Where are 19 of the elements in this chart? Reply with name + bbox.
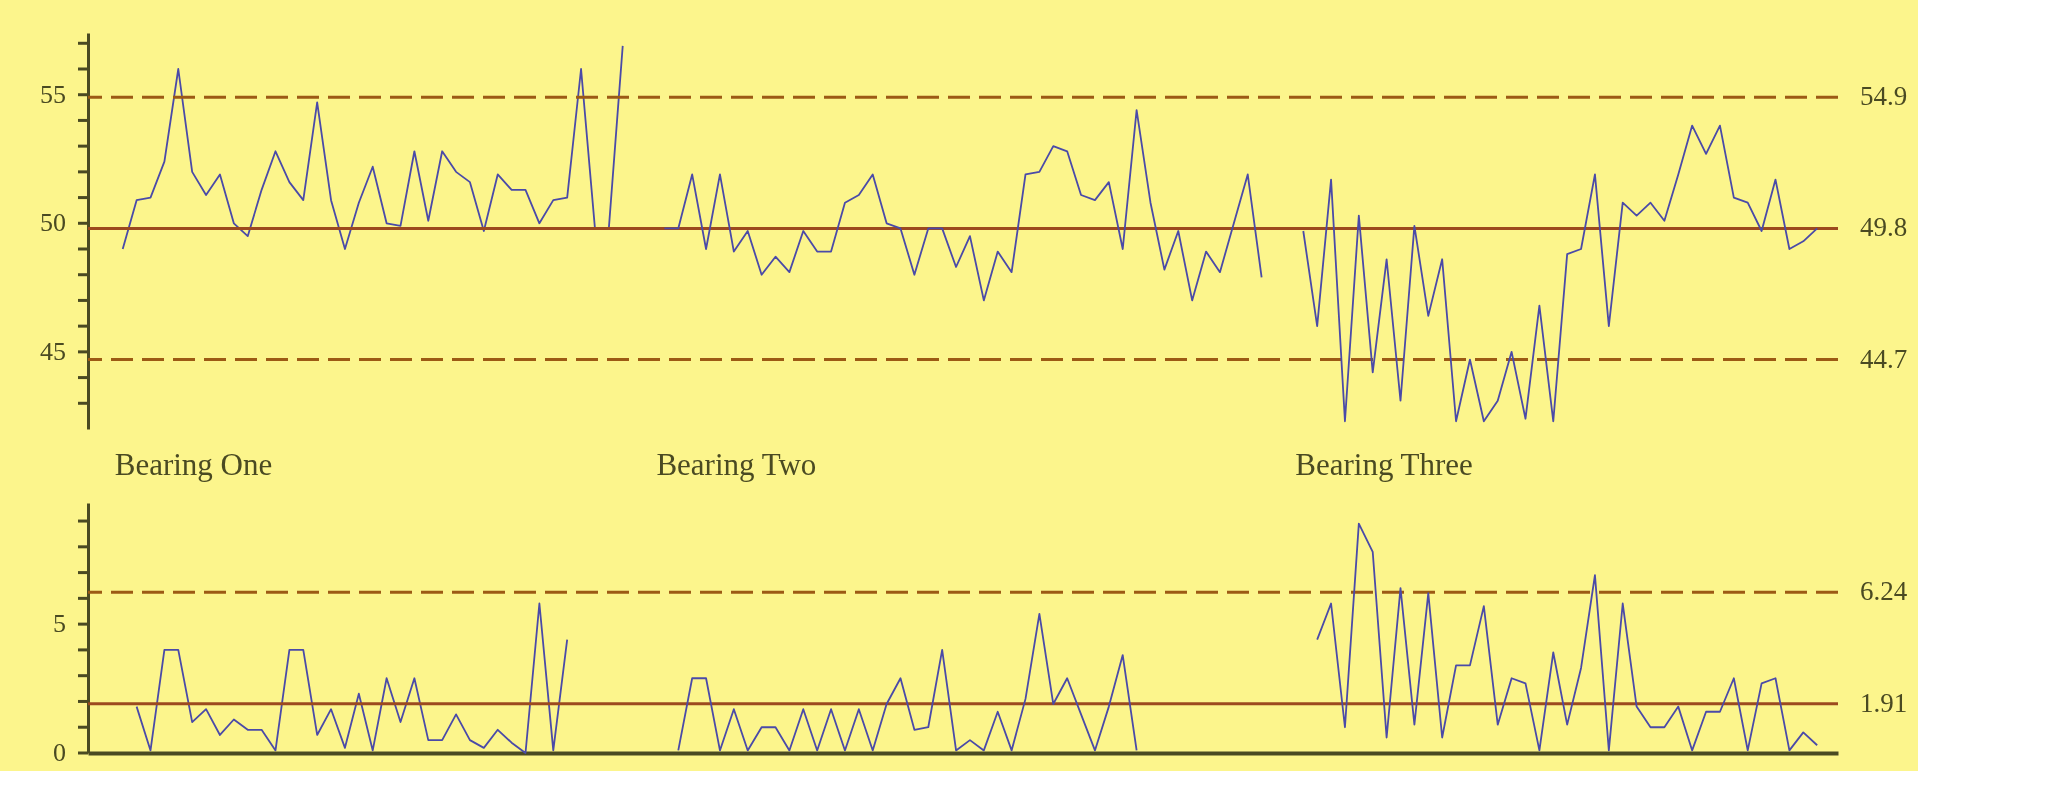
y-tick-label: 0 [53, 738, 66, 767]
ref-line-label: 1.91 [1860, 687, 1908, 718]
ref-line-label: 44.7 [1860, 343, 1908, 374]
ref-line-label: 49.8 [1860, 212, 1908, 243]
y-tick-label: 5 [53, 609, 66, 639]
line-series [121, 44, 624, 250]
text: Bearing Two [656, 447, 817, 482]
line-series [663, 109, 1263, 302]
text: Bearing Three [1295, 447, 1473, 482]
ref-line-label: 6.24 [1860, 576, 1908, 607]
line-series [1316, 522, 1819, 752]
ref-line-label: 54.9 [1860, 81, 1908, 112]
y-tick-label: 50 [40, 208, 66, 238]
text: Bearing One [114, 447, 273, 482]
y-tick-label: 45 [40, 336, 66, 366]
line-series [135, 602, 569, 754]
line-series [677, 612, 1138, 752]
y-tick-label: 55 [40, 79, 66, 109]
line-series [1302, 124, 1819, 423]
